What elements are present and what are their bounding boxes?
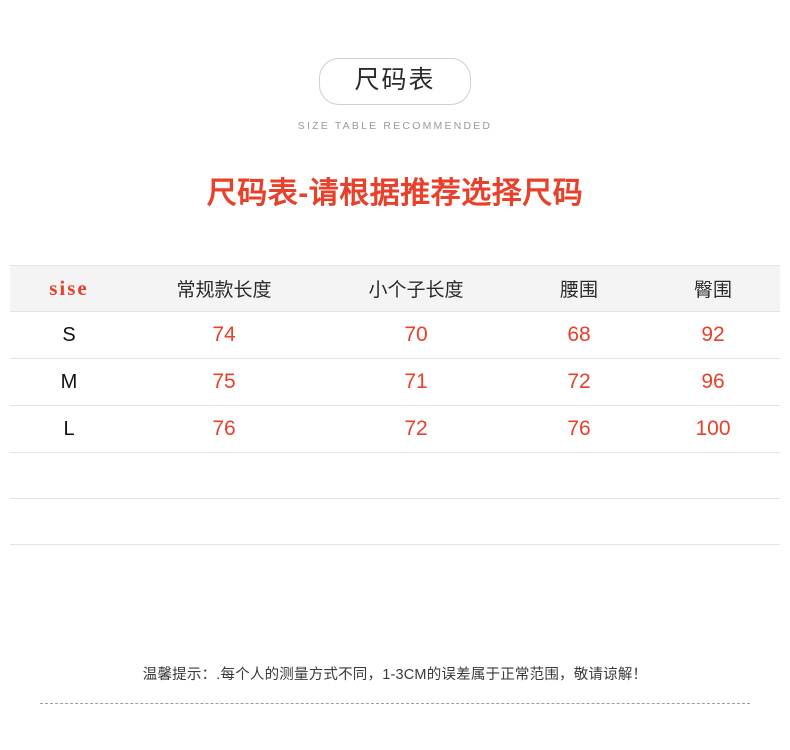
cell-petite-length: 70 <box>320 311 512 359</box>
cell-hip: 96 <box>646 358 780 406</box>
cell-regular-length: 74 <box>128 311 320 359</box>
column-header-size: sise <box>10 265 128 312</box>
table-header: sise 常规款长度 小个子长度 腰围 臀围 <box>10 265 780 312</box>
cell-regular-length <box>128 452 320 499</box>
cell-hip: 92 <box>646 311 780 359</box>
column-header-petite-length: 小个子长度 <box>320 265 512 312</box>
footer-note: 温馨提示：.每个人的测量方式不同，1-3CM的误差属于正常范围，敬请谅解！ <box>142 667 648 683</box>
page-title: 尺码表-请根据推荐选择尺码 <box>206 177 584 210</box>
cell-hip <box>646 452 780 499</box>
size-table-container: sise 常规款长度 小个子长度 腰围 臀围 S 74 70 68 92 M 7… <box>10 265 780 545</box>
cell-regular-length: 76 <box>128 405 320 453</box>
cell-petite-length: 72 <box>320 405 512 453</box>
table-row: L 76 72 76 100 <box>10 405 780 453</box>
column-header-waist: 腰围 <box>512 265 646 312</box>
cell-size: L <box>10 405 128 453</box>
column-header-regular-length: 常规款长度 <box>128 265 320 312</box>
table-row <box>10 452 780 499</box>
header-badge: 尺码表 <box>319 58 471 105</box>
badge-subtitle: SIZE TABLE RECOMMENDED <box>297 120 493 132</box>
cell-size: S <box>10 311 128 359</box>
cell-petite-length: 71 <box>320 358 512 406</box>
header-badge-container: 尺码表 <box>0 58 790 105</box>
table-row: S 74 70 68 92 <box>10 311 780 359</box>
table-header-row: sise 常规款长度 小个子长度 腰围 臀围 <box>10 265 780 312</box>
table-body: S 74 70 68 92 M 75 71 72 96 L 76 72 76 1… <box>10 311 780 545</box>
cell-waist: 68 <box>512 311 646 359</box>
cell-size <box>10 452 128 499</box>
cell-waist: 72 <box>512 358 646 406</box>
cell-regular-length <box>128 498 320 545</box>
cell-waist: 76 <box>512 405 646 453</box>
column-header-hip: 臀围 <box>646 265 780 312</box>
cell-petite-length <box>320 498 512 545</box>
dashed-divider <box>40 703 750 704</box>
cell-size <box>10 498 128 545</box>
badge-title: 尺码表 <box>354 66 436 94</box>
cell-size: M <box>10 358 128 406</box>
table-row <box>10 498 780 545</box>
cell-waist <box>512 498 646 545</box>
cell-waist <box>512 452 646 499</box>
table-row: M 75 71 72 96 <box>10 358 780 406</box>
size-table: sise 常规款长度 小个子长度 腰围 臀围 S 74 70 68 92 M 7… <box>10 265 780 545</box>
cell-petite-length <box>320 452 512 499</box>
cell-hip: 100 <box>646 405 780 453</box>
cell-hip <box>646 498 780 545</box>
cell-regular-length: 75 <box>128 358 320 406</box>
